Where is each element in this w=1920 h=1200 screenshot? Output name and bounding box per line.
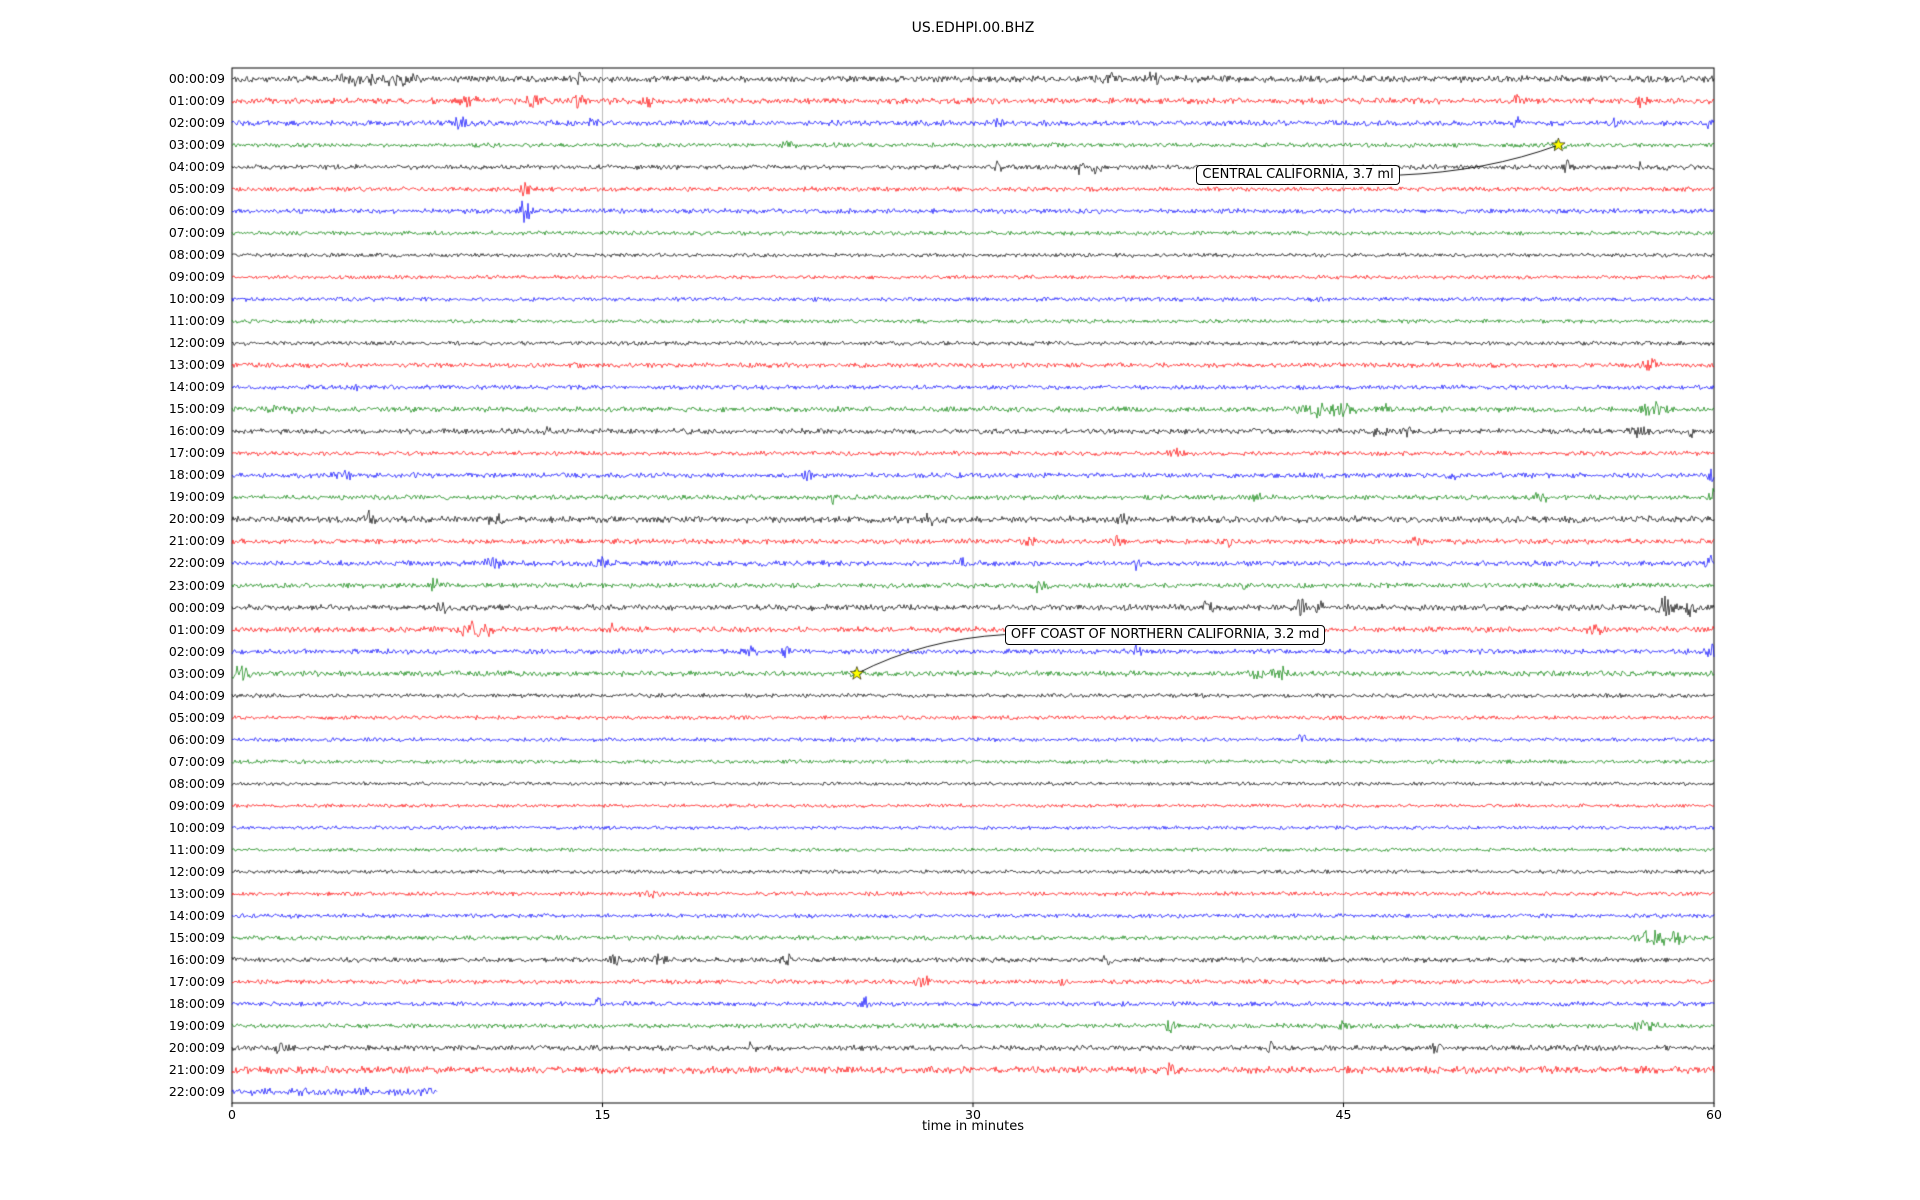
row-label: 05:00:09 <box>168 709 225 725</box>
row-label: 13:00:09 <box>168 885 225 901</box>
row-label: 21:00:09 <box>168 1061 225 1077</box>
row-label: 11:00:09 <box>168 841 225 857</box>
row-label: 20:00:09 <box>168 1039 225 1055</box>
row-label: 23:00:09 <box>168 577 225 593</box>
row-label: 01:00:09 <box>168 93 225 109</box>
row-label: 12:00:09 <box>168 335 225 351</box>
row-label: 00:00:09 <box>168 71 225 86</box>
row-label: 19:00:09 <box>168 1017 225 1033</box>
x-tick-label: 30 <box>965 1107 981 1122</box>
x-tick-label: 15 <box>594 1107 611 1122</box>
row-label: 02:00:09 <box>168 115 225 131</box>
row-label: 11:00:09 <box>168 313 225 329</box>
row-label: 16:00:09 <box>168 423 225 439</box>
x-tick-label: 45 <box>1335 1107 1352 1122</box>
row-label: 09:00:09 <box>168 269 225 285</box>
annotation-central-california: CENTRAL CALIFORNIA, 3.7 ml <box>1196 165 1400 186</box>
row-label: 15:00:09 <box>168 401 225 417</box>
row-label: 17:00:09 <box>168 445 225 461</box>
row-label: 07:00:09 <box>168 225 225 241</box>
row-label: 22:00:09 <box>168 555 225 571</box>
row-label: 14:00:09 <box>168 907 225 923</box>
row-label: 18:00:09 <box>168 467 225 483</box>
row-label: 13:00:09 <box>168 357 225 373</box>
row-label: 09:00:09 <box>168 797 225 813</box>
row-label: 06:00:09 <box>168 203 225 219</box>
row-label: 21:00:09 <box>168 533 225 549</box>
annotation-off-coast-northern-california: OFF COAST OF NORTHERN CALIFORNIA, 3.2 md <box>1004 624 1326 645</box>
row-label: 10:00:09 <box>168 819 225 835</box>
row-label: 02:00:09 <box>168 643 225 659</box>
row-label: 15:00:09 <box>168 929 225 945</box>
row-label: 06:00:09 <box>168 731 225 747</box>
row-label: 08:00:09 <box>168 775 225 791</box>
row-label: 12:00:09 <box>168 863 225 879</box>
row-label: 16:00:09 <box>168 951 225 967</box>
row-label: 18:00:09 <box>168 995 225 1011</box>
row-label: 17:00:09 <box>168 973 225 989</box>
row-label: 05:00:09 <box>168 181 225 197</box>
row-label: 08:00:09 <box>168 247 225 263</box>
row-label: 07:00:09 <box>168 753 225 769</box>
x-tick-label: 0 <box>228 1107 236 1122</box>
row-label: 00:00:09 <box>168 599 225 615</box>
row-label: 19:00:09 <box>168 489 225 505</box>
row-label: 10:00:09 <box>168 291 225 307</box>
row-label: 03:00:09 <box>168 665 225 681</box>
row-label: 03:00:09 <box>168 137 225 153</box>
row-label: 04:00:09 <box>168 159 225 175</box>
row-label: 14:00:09 <box>168 379 225 395</box>
row-label: 22:00:09 <box>168 1083 225 1099</box>
x-tick-label: 60 <box>1706 1107 1722 1122</box>
row-label: 04:00:09 <box>168 687 225 703</box>
chart-title: US.EDHPI.00.BHZ <box>911 20 1035 36</box>
row-label: 01:00:09 <box>168 621 225 637</box>
x-axis-label: time in minutes <box>921 1119 1025 1134</box>
row-label: 20:00:09 <box>168 511 225 527</box>
